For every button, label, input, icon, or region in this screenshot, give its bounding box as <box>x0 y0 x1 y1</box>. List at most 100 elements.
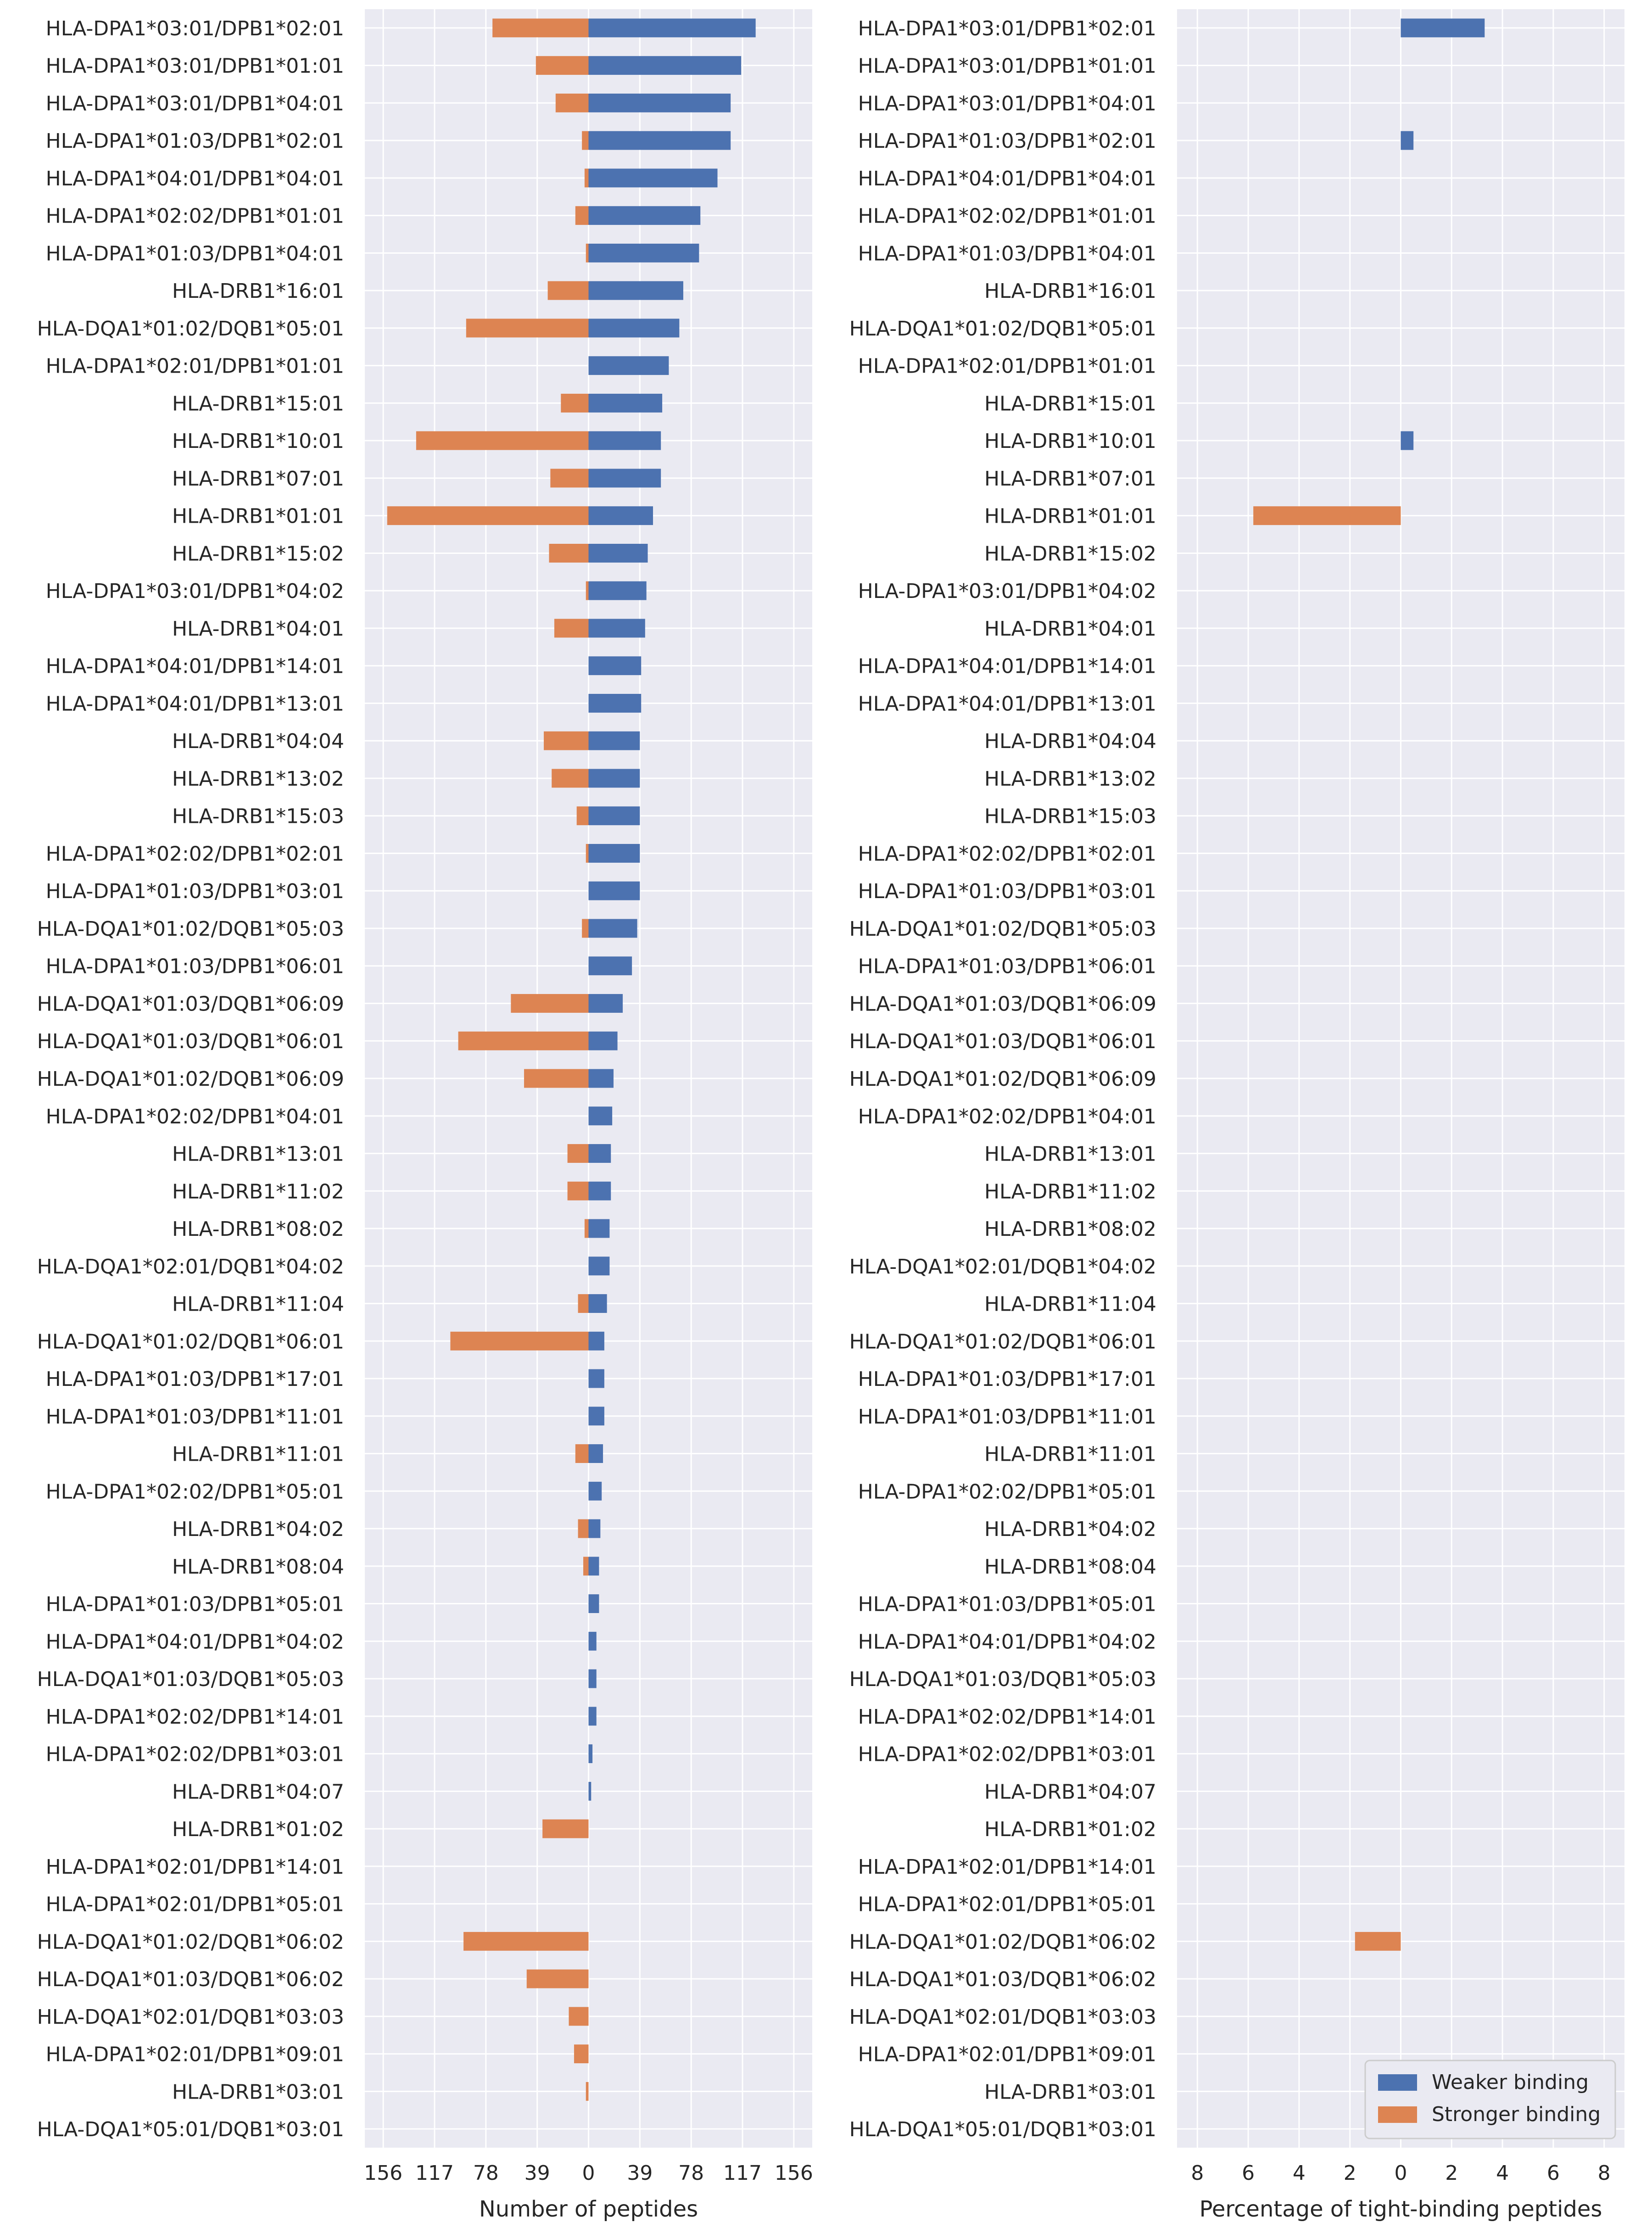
left-y-tick-label: HLA-DPA1*02:02/DPB1*02:01 <box>46 842 344 865</box>
right-y-tick-label: HLA-DRB1*13:02 <box>984 767 1156 791</box>
left-y-tick-label: HLA-DRB1*04:01 <box>172 617 344 641</box>
right-y-tick-label: HLA-DPA1*01:03/DPB1*11:01 <box>858 1405 1156 1429</box>
left-stronger-binding-bar <box>569 2007 589 2026</box>
right-x-tick-label: 2 <box>1445 2161 1458 2185</box>
right-x-tick-label: 4 <box>1293 2161 1306 2185</box>
left-weaker-binding-bar <box>588 694 642 713</box>
left-stronger-binding-bar <box>466 318 589 338</box>
legend: Weaker binding Stronger binding <box>1364 2060 1616 2139</box>
left-y-tick-label: HLA-DRB1*04:07 <box>172 1780 344 1803</box>
left-stronger-binding-bar <box>550 469 589 488</box>
left-stronger-binding-bar <box>586 2082 589 2101</box>
right-y-tick-label: HLA-DQA1*05:01/DQB1*03:01 <box>849 2118 1156 2141</box>
right-weaker-binding-bar <box>1401 18 1485 38</box>
left-y-tick-label: HLA-DPA1*03:01/DPB1*02:01 <box>46 17 344 40</box>
right-x-tick-label: 8 <box>1598 2161 1611 2185</box>
left-y-tick-label: HLA-DQA1*01:02/DQB1*06:01 <box>37 1330 344 1353</box>
left-stronger-binding-bar <box>526 1969 589 1988</box>
left-weaker-binding-bar <box>588 619 645 638</box>
right-y-tick-label: HLA-DPA1*02:02/DPB1*05:01 <box>858 1480 1156 1503</box>
right-y-tick-label: HLA-DRB1*11:02 <box>984 1180 1156 1203</box>
left-weaker-binding-bar <box>588 1294 607 1313</box>
left-y-tick-label: HLA-DRB1*11:01 <box>172 1443 344 1466</box>
left-y-tick-label: HLA-DPA1*02:02/DPB1*04:01 <box>46 1105 344 1128</box>
left-y-tick-label: HLA-DQA1*02:01/DQB1*04:02 <box>37 1255 344 1279</box>
right-y-tick-label: HLA-DQA1*02:01/DQB1*03:03 <box>849 2005 1156 2029</box>
right-y-tick-label: HLA-DPA1*02:02/DPB1*04:01 <box>858 1105 1156 1128</box>
left-weaker-binding-bar <box>588 1781 592 1801</box>
right-y-tick-label: HLA-DPA1*03:01/DPB1*04:01 <box>858 92 1156 115</box>
left-y-tick-label: HLA-DPA1*04:01/DPB1*13:01 <box>46 692 344 715</box>
left-weaker-binding-bar <box>588 1444 603 1463</box>
left-y-tick-label: HLA-DPA1*04:01/DPB1*04:01 <box>46 167 344 190</box>
left-y-tick-label: HLA-DQA1*01:03/DQB1*05:03 <box>37 1668 344 1691</box>
left-weaker-binding-bar <box>588 1557 599 1576</box>
left-stronger-binding-bar <box>586 243 589 262</box>
left-weaker-binding-bar <box>588 1181 611 1200</box>
left-weaker-binding-bar <box>588 168 718 188</box>
left-y-tick-label: HLA-DRB1*13:02 <box>172 767 344 791</box>
right-y-tick-label: HLA-DPA1*01:03/DPB1*03:01 <box>858 880 1156 903</box>
left-weaker-binding-bar <box>588 1144 611 1163</box>
left-y-tick-label: HLA-DPA1*02:01/DPB1*01:01 <box>46 355 344 378</box>
left-y-tick-label: HLA-DPA1*03:01/DPB1*04:01 <box>46 92 344 115</box>
left-stronger-binding-bar <box>575 206 589 225</box>
left-y-tick-label: HLA-DRB1*11:04 <box>172 1293 344 1316</box>
left-y-tick-label: HLA-DQA1*02:01/DQB1*03:03 <box>37 2005 344 2029</box>
left-weaker-binding-bar <box>588 581 647 600</box>
left-weaker-binding-bar <box>588 18 756 38</box>
left-chart-panel: 156 117 78 39 0 39 78 117 156 Number of peptides H… <box>37 9 813 2222</box>
right-y-tick-label: HLA-DPA1*02:01/DPB1*09:01 <box>858 2043 1156 2066</box>
left-y-tick-label: HLA-DPA1*02:02/DPB1*14:01 <box>46 1705 344 1729</box>
left-x-tick-label: 0 <box>582 2161 595 2185</box>
right-x-tick-label: 6 <box>1547 2161 1560 2185</box>
right-y-tick-label: HLA-DQA1*01:03/DQB1*06:01 <box>849 1030 1156 1053</box>
right-y-tick-label: HLA-DPA1*04:01/DPB1*04:01 <box>858 167 1156 190</box>
legend-entry-label: Weaker binding <box>1432 2071 1589 2094</box>
left-weaker-binding-bar <box>588 1031 618 1050</box>
legend-entry-label: Stronger binding <box>1432 2103 1601 2126</box>
left-y-tick-label: HLA-DQA1*01:03/DQB1*06:01 <box>37 1030 344 1053</box>
left-y-tick-label: HLA-DPA1*01:03/DPB1*03:01 <box>46 880 344 903</box>
right-y-tick-label: HLA-DRB1*15:02 <box>984 542 1156 565</box>
left-weaker-binding-bar <box>588 1407 604 1426</box>
left-weaker-binding-bar <box>588 1256 610 1276</box>
right-y-tick-label: HLA-DRB1*16:01 <box>984 279 1156 303</box>
left-y-tick-label: HLA-DRB1*07:01 <box>172 467 344 491</box>
left-stronger-binding-bar <box>387 506 589 525</box>
left-stronger-binding-bar <box>549 544 589 563</box>
right-x-tick-label: 8 <box>1191 2161 1204 2185</box>
left-weaker-binding-bar <box>588 1481 602 1501</box>
right-y-tick-label: HLA-DQA1*01:03/DQB1*05:03 <box>849 1668 1156 1691</box>
right-y-tick-label: HLA-DQA1*01:03/DQB1*06:02 <box>849 1968 1156 1991</box>
left-y-tick-label: HLA-DPA1*01:03/DPB1*05:01 <box>46 1593 344 1616</box>
left-y-tick-label: HLA-DPA1*01:03/DPB1*17:01 <box>46 1368 344 1391</box>
left-weaker-binding-bar <box>588 356 669 375</box>
left-weaker-binding-bar <box>588 1069 614 1088</box>
right-y-tick-label: HLA-DPA1*02:02/DPB1*01:01 <box>858 205 1156 228</box>
left-stronger-binding-bar <box>554 619 589 638</box>
left-y-tick-label: HLA-DRB1*15:03 <box>172 805 344 828</box>
right-y-tick-label: HLA-DPA1*03:01/DPB1*04:02 <box>858 580 1156 603</box>
left-stronger-binding-bar <box>578 1519 589 1538</box>
left-stronger-binding-bar <box>416 431 589 450</box>
legend-swatch <box>1378 2106 1417 2123</box>
right-y-tick-label: HLA-DPA1*04:01/DPB1*14:01 <box>858 655 1156 678</box>
left-weaker-binding-bar <box>588 656 642 676</box>
left-y-tick-label: HLA-DPA1*02:01/DPB1*14:01 <box>46 1855 344 1879</box>
left-y-tick-label: HLA-DQA1*01:02/DQB1*06:09 <box>37 1067 344 1091</box>
right-y-tick-label: HLA-DRB1*11:01 <box>984 1443 1156 1466</box>
left-y-tick-label: HLA-DRB1*01:01 <box>172 505 344 528</box>
right-weaker-binding-bar <box>1401 431 1414 450</box>
left-stronger-binding-bar <box>582 131 589 150</box>
left-y-tick-label: HLA-DQA1*01:02/DQB1*05:03 <box>37 917 344 941</box>
right-y-tick-label: HLA-DQA1*01:02/DQB1*06:09 <box>849 1067 1156 1091</box>
left-stronger-binding-bar <box>536 56 589 75</box>
left-y-tick-label: HLA-DRB1*08:04 <box>172 1555 344 1579</box>
left-weaker-binding-bar <box>588 56 742 75</box>
right-x-tick-label: 6 <box>1242 2161 1255 2185</box>
left-weaker-binding-bar <box>588 281 683 300</box>
right-y-tick-label: HLA-DQA1*01:02/DQB1*06:02 <box>849 1930 1156 1954</box>
left-y-tick-label: HLA-DPA1*04:01/DPB1*14:01 <box>46 655 344 678</box>
